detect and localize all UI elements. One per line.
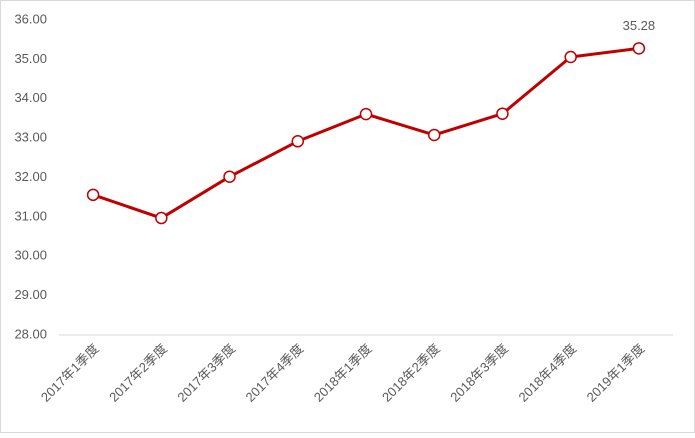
point [564, 50, 577, 64]
y-tick-label: 28.00 [14, 326, 47, 341]
y-tick-label: 35.00 [14, 51, 47, 66]
y-tick-label: 31.00 [14, 208, 47, 223]
y-tick-label: 29.00 [14, 287, 47, 302]
y-tick-label: 33.00 [14, 130, 47, 145]
point [496, 107, 509, 120]
data-label: 35.28 [623, 18, 656, 33]
y-tick-label: 36.00 [14, 11, 47, 26]
point [223, 170, 236, 183]
y-tick-label: 34.00 [14, 90, 47, 105]
point [427, 128, 441, 142]
y-tick-label: 30.00 [14, 248, 47, 263]
y-tick-label: 32.00 [14, 169, 47, 184]
point [632, 42, 646, 55]
point [359, 107, 373, 121]
point [86, 188, 100, 202]
point [291, 135, 305, 148]
point [155, 211, 168, 225]
